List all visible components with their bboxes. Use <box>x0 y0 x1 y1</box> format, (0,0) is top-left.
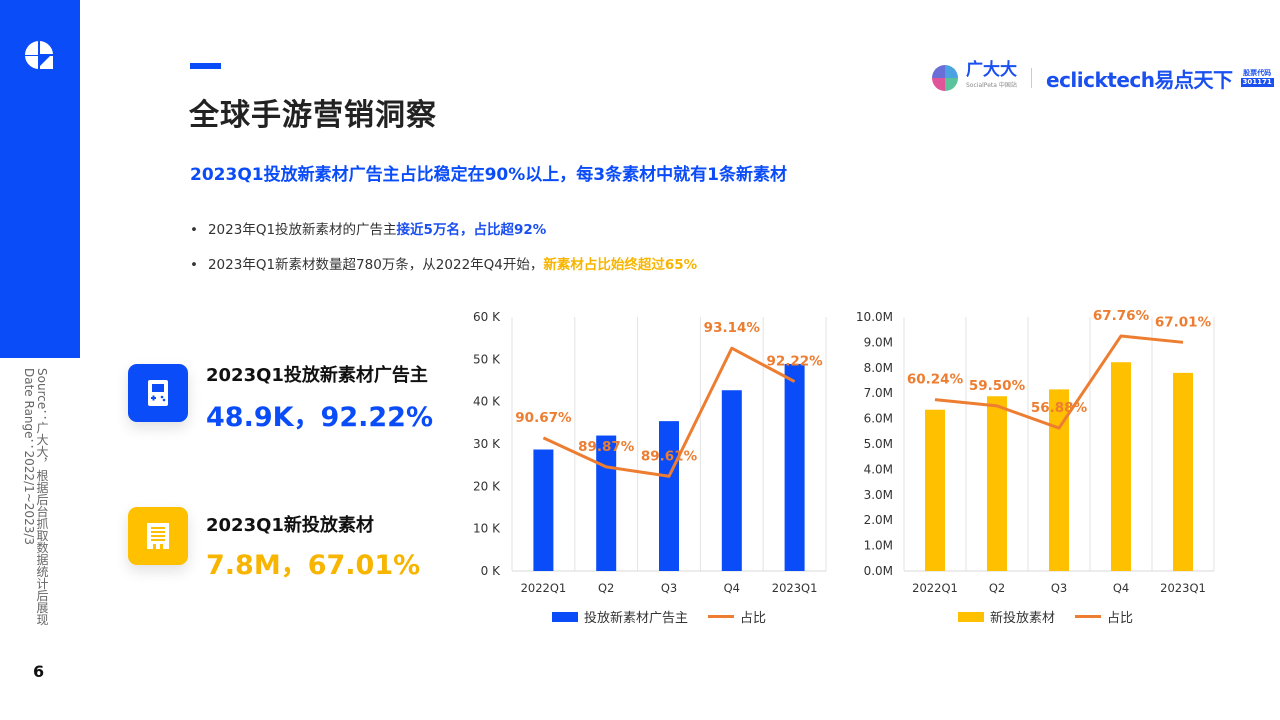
y-tick-label: 0.0M <box>864 564 893 578</box>
bullet-text: 2023年Q1新素材数量超780万条，从2022年Q4开始， <box>207 257 544 273</box>
x-tick-label: Q2 <box>598 581 614 595</box>
side-brand-band <box>0 0 80 358</box>
card-value: 7.8M，67.01% <box>206 550 421 581</box>
brand-logo-icon <box>25 41 53 69</box>
source-note: Source：广大大，根据后台抓取数据统计后展现 Date Range：2022… <box>22 368 49 638</box>
y-tick-label: 8.0M <box>864 361 893 375</box>
bar <box>784 363 805 571</box>
data-label: 67.01% <box>1155 314 1212 330</box>
x-tick-label: 2022Q1 <box>912 581 958 595</box>
y-tick-label: 10 K <box>473 522 501 536</box>
bar <box>1173 372 1193 571</box>
x-tick-label: Q3 <box>661 581 677 595</box>
title-accent-bar <box>190 63 221 69</box>
bullet-text: 2023年Q1投放新素材的广告主 <box>207 222 397 238</box>
guangdada-logo: 广大大 SocialPeta 中国站 <box>966 62 1017 94</box>
bullet-highlight: 新素材占比始终超过65% <box>543 257 698 273</box>
y-tick-label: 2.0M <box>864 513 893 527</box>
data-label: 67.76% <box>1093 308 1150 324</box>
chart-legend: 投放新素材广告主 占比 <box>552 607 766 626</box>
eclicktech-logo: eclicktech易点天下 <box>1046 67 1233 92</box>
bar <box>721 390 742 571</box>
legend-label: 占比 <box>1107 611 1134 626</box>
data-label: 60.24% <box>907 372 964 388</box>
bar <box>596 435 617 571</box>
data-label: 89.87% <box>578 439 635 455</box>
document-icon <box>128 507 188 565</box>
stock-code-value: 301171 <box>1240 78 1274 87</box>
x-tick-label: 2023Q1 <box>1160 581 1206 595</box>
legend-swatch-bar <box>958 611 984 622</box>
guangdada-logo-text: 广大大 <box>966 60 1017 80</box>
legend-swatch-line <box>708 615 735 618</box>
legend-label: 占比 <box>740 611 767 626</box>
card-title: 2023Q1投放新素材广告主 <box>206 365 428 386</box>
data-label: 89.61% <box>641 448 698 464</box>
bar <box>1111 362 1131 571</box>
y-tick-label: 9.0M <box>864 335 893 349</box>
data-label: 59.50% <box>969 378 1026 394</box>
y-tick-label: 0 K <box>481 564 501 578</box>
bar <box>533 449 554 571</box>
stock-code: 股票代码 301171 <box>1240 69 1274 87</box>
chart-legend: 新投放素材 占比 <box>958 607 1133 626</box>
bullet-item: • 2023年Q1新素材数量超780万条，从2022年Q4开始，新素材占比始终超过… <box>190 257 698 273</box>
x-tick-label: Q4 <box>724 581 740 595</box>
card-title: 2023Q1新投放素材 <box>206 515 374 536</box>
legend-swatch-line <box>1075 615 1102 618</box>
guangdada-logo-icon <box>932 65 958 91</box>
logo-divider <box>1031 68 1032 88</box>
x-tick-label: Q2 <box>989 581 1005 595</box>
game-device-icon <box>128 364 188 422</box>
date-range-text: Date Range：2022/1~2023/3 <box>22 368 36 546</box>
card-value: 48.9K，92.22% <box>206 402 433 433</box>
x-tick-label: Q3 <box>1051 581 1067 595</box>
bar <box>1049 389 1069 571</box>
bar <box>987 396 1007 571</box>
bullet-highlight: 接近5万名，占比超92% <box>396 222 547 238</box>
y-tick-label: 3.0M <box>864 488 893 502</box>
page-title: 全球手游营销洞察 <box>189 98 437 133</box>
x-tick-label: 2022Q1 <box>521 581 567 595</box>
data-label: 93.14% <box>704 320 761 336</box>
source-text: Source：广大大，根据后台抓取数据统计后展现 <box>35 368 49 626</box>
page-number: 6 <box>33 662 45 681</box>
data-label: 56.88% <box>1031 400 1088 416</box>
y-tick-label: 1.0M <box>864 539 893 553</box>
partner-logos: 广大大 SocialPeta 中国站 eclicktech易点天下 股票代码 301… <box>932 62 1274 94</box>
legend-label: 新投放素材 <box>990 611 1056 626</box>
y-tick-label: 4.0M <box>864 462 893 476</box>
x-tick-label: Q4 <box>1113 581 1129 595</box>
y-tick-label: 6.0M <box>864 412 893 426</box>
y-tick-label: 60 K <box>473 310 501 324</box>
stock-label: 股票代码 <box>1243 69 1272 77</box>
data-label: 92.22% <box>766 354 823 370</box>
legend-label: 投放新素材广告主 <box>584 611 689 626</box>
page-subtitle: 2023Q1投放新素材广告主占比稳定在90%以上，每3条素材中就有1条新素材 <box>190 165 787 185</box>
y-tick-label: 40 K <box>473 395 501 409</box>
y-tick-label: 7.0M <box>864 386 893 400</box>
bar <box>925 409 945 571</box>
bullet-item: • 2023年Q1投放新素材的广告主接近5万名，占比超92% <box>190 222 547 238</box>
data-label: 90.67% <box>515 410 572 426</box>
y-tick-label: 20 K <box>473 479 501 493</box>
y-tick-label: 30 K <box>473 437 501 451</box>
guangdada-logo-sub: SocialPeta 中国站 <box>966 82 1017 89</box>
legend-swatch-bar <box>552 611 578 622</box>
x-tick-label: 2023Q1 <box>772 581 818 595</box>
y-tick-label: 50 K <box>473 352 501 366</box>
y-tick-label: 10.0M <box>856 310 893 324</box>
y-tick-label: 5.0M <box>864 437 893 451</box>
bar <box>659 421 679 571</box>
